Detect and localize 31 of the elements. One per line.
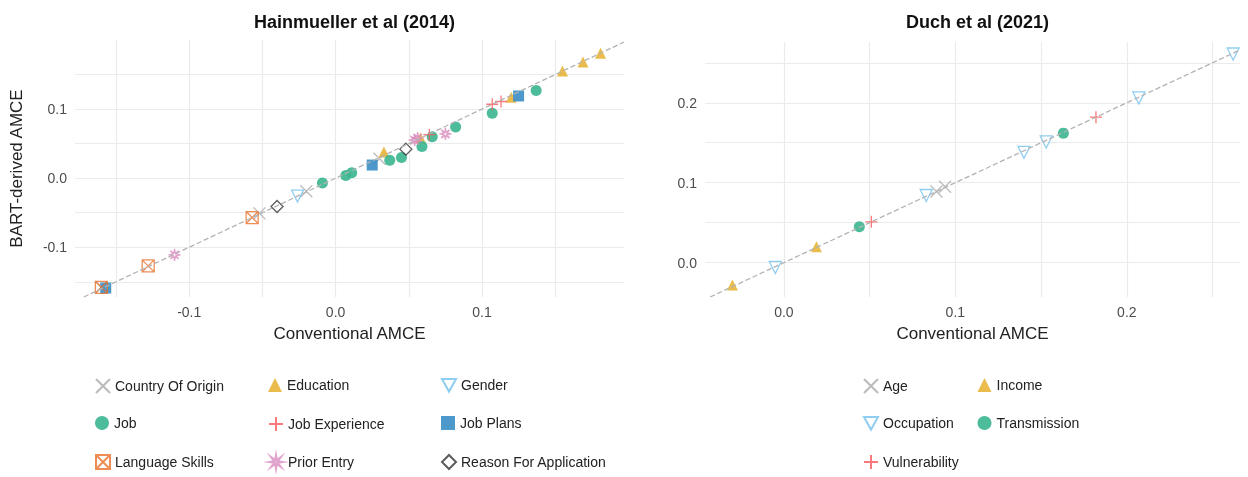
x-tick-label: -0.1 (177, 304, 202, 320)
chart-title: Duch et al (2021) (905, 12, 1050, 32)
y-tick-label: 0.0 (677, 254, 698, 271)
legend-label: Prior Entry (288, 454, 355, 470)
legend-label: Country Of Origin (115, 378, 224, 394)
legend-label: Language Skills (115, 454, 214, 470)
x-axis-title: Conventional AMCE (273, 324, 426, 343)
legend-label: Job (114, 415, 137, 431)
legend-label: Gender (461, 377, 509, 394)
legend-label: Age (883, 378, 909, 394)
y-axis-title: BART-derived AMCE (7, 89, 26, 248)
x-tick-label: 0.0 (325, 304, 346, 320)
y-tick-label: 0.1 (677, 174, 698, 191)
x-tick-label: 0.1 (945, 304, 966, 320)
x-axis-title: Conventional AMCE (896, 324, 1049, 343)
x-tick-label: 0.2 (1117, 304, 1137, 320)
legend-label: Job Plans (460, 415, 522, 431)
y-tick-label: 0.1 (47, 101, 68, 118)
legend-label: Job Experience (288, 416, 385, 432)
x-tick-label: 0.1 (472, 304, 492, 320)
legend-label: Vulnerability (883, 454, 959, 470)
legend-label: Transmission (996, 415, 1080, 431)
legend-label: Income (996, 377, 1043, 393)
legend-label: Reason For Application (461, 454, 606, 470)
legend-label: Education (287, 377, 350, 393)
chart-title: Hainmueller et al (2014) (253, 12, 456, 32)
y-tick-label: 0.2 (677, 94, 698, 111)
y-tick-label: -0.1 (42, 239, 68, 256)
legend-label: Occupation (883, 415, 954, 432)
y-tick-label: 0.0 (47, 170, 68, 187)
x-tick-label: 0.0 (774, 304, 794, 320)
